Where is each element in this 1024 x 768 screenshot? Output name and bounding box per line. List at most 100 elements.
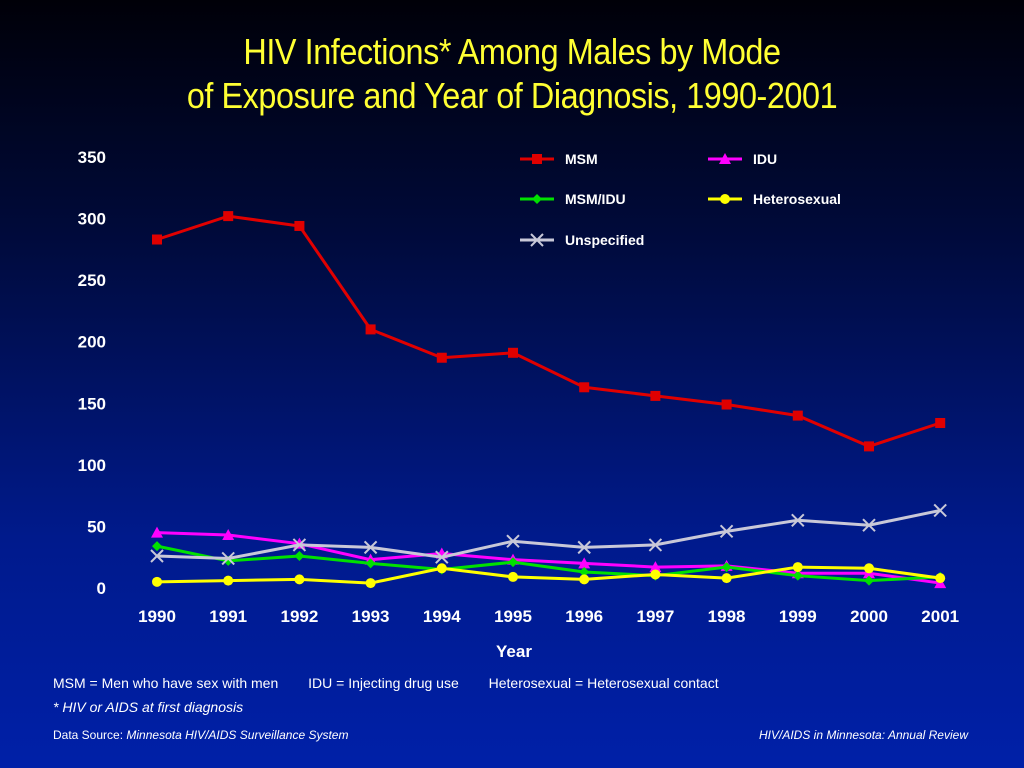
- x-tick-label: 1997: [636, 607, 674, 626]
- data-point-heterosexual: [721, 573, 732, 584]
- data-point-msm: [721, 399, 732, 410]
- data-point-unspecified: [150, 549, 164, 563]
- data-point-unspecified: [862, 518, 876, 532]
- x-axis-label: Year: [496, 642, 532, 661]
- data-point-msm-idu: [721, 562, 732, 573]
- series-heterosexual: [152, 562, 946, 589]
- data-point-unspecified: [292, 538, 307, 552]
- series-unspecified: [150, 503, 947, 566]
- x-tick-label: 1999: [779, 607, 817, 626]
- data-point-heterosexual: [792, 562, 803, 573]
- legend-marker-unspecified: [530, 233, 544, 247]
- x-tick-label: 1990: [138, 607, 176, 626]
- legend-marker-idu: [719, 153, 731, 164]
- chart-title-line-1: HIV Infections* Among Males by Mode: [243, 31, 781, 72]
- x-tick-label: 1991: [209, 607, 247, 626]
- legend-label-heterosexual: Heterosexual: [753, 191, 841, 207]
- data-point-idu: [222, 529, 235, 541]
- chart-title: HIV Infections* Among Males by Mode of E…: [51, 30, 973, 118]
- data-point-msm-idu: [508, 557, 518, 568]
- data-point-heterosexual: [152, 576, 162, 587]
- data-point-msm: [294, 220, 305, 231]
- series-line-unspecified: [156, 508, 941, 560]
- series-msm: [152, 211, 946, 452]
- legend-item-unspecified: Unspecified: [520, 232, 644, 248]
- data-point-heterosexual: [650, 569, 661, 580]
- data-point-msm-idu: [152, 541, 162, 552]
- legend-marker-heterosexual: [720, 194, 730, 204]
- y-tick-label: 350: [78, 148, 106, 167]
- data-point-msm: [508, 347, 518, 358]
- legend-label-unspecified: Unspecified: [565, 232, 644, 248]
- data-point-msm: [579, 382, 590, 393]
- data-point-msm: [152, 234, 162, 245]
- data-point-unspecified: [933, 503, 947, 518]
- legend-marker-msm-idu: [532, 194, 542, 204]
- x-tick-label: 1994: [423, 607, 461, 626]
- y-tick-label: 0: [97, 579, 106, 598]
- x-tick-label: 1998: [708, 607, 746, 626]
- data-point-heterosexual: [508, 571, 518, 582]
- x-tick-label: 1995: [494, 607, 532, 626]
- data-point-msm: [223, 211, 234, 222]
- data-point-idu: [649, 561, 662, 573]
- data-point-heterosexual: [935, 573, 946, 584]
- legend: MSM IDU MSM/IDU Heterosexual Unspecified: [520, 151, 841, 248]
- y-tick-label: 300: [78, 210, 106, 229]
- data-point-msm-idu: [365, 558, 376, 569]
- data-point-heterosexual: [864, 563, 874, 574]
- y-tick-label: 150: [78, 394, 106, 413]
- data-point-msm: [792, 410, 803, 421]
- y-tick-label: 200: [78, 333, 106, 352]
- data-point-heterosexual: [365, 578, 376, 589]
- data-point-unspecified: [363, 540, 378, 555]
- data-point-msm: [650, 390, 661, 401]
- x-tick-label: 2000: [850, 607, 888, 626]
- x-axis: 1990 1991 1992 1993 1994 1995 1996 1997 1998 1999…: [138, 607, 959, 626]
- data-point-unspecified: [577, 540, 591, 555]
- data-point-msm: [365, 324, 376, 335]
- data-point-unspecified: [221, 551, 235, 566]
- y-tick-label: 250: [78, 271, 106, 290]
- x-tick-label: 2001: [921, 607, 959, 626]
- data-point-unspecified: [506, 534, 520, 548]
- y-axis: 0 50 100 150 200 250 300 350: [78, 148, 106, 598]
- x-tick-label: 1992: [280, 607, 318, 626]
- legend-label-msm-idu: MSM/IDU: [565, 191, 626, 207]
- data-point-msm: [935, 417, 946, 428]
- footnote-msm: MSM = Men who have sex with men: [53, 675, 279, 691]
- abbreviation-footnote: MSM = Men who have sex with men IDU = In…: [53, 675, 745, 691]
- data-source: Data Source: Minnesota HIV/AIDS Surveill…: [53, 728, 348, 742]
- footnote-asterisk: * HIV or AIDS at first diagnosis: [53, 699, 244, 715]
- data-point-msm-idu: [294, 550, 305, 561]
- data-point-msm-idu: [864, 575, 874, 586]
- series-line-idu: [156, 531, 941, 585]
- legend-item-idu: IDU: [708, 151, 777, 167]
- y-tick-label: 100: [78, 456, 106, 475]
- data-source-label: Data Source:: [53, 728, 124, 742]
- data-point-idu: [151, 526, 163, 538]
- x-tick-label: 1996: [565, 607, 603, 626]
- data-source-name: Minnesota HIV/AIDS Surveillance System: [126, 728, 349, 742]
- data-point-msm: [436, 352, 447, 363]
- legend-item-heterosexual: Heterosexual: [708, 191, 841, 207]
- data-point-heterosexual: [436, 563, 447, 574]
- legend-label-msm: MSM: [565, 151, 598, 167]
- data-point-unspecified: [435, 550, 449, 564]
- series-group: [150, 211, 947, 589]
- chart-title-line-2: of Exposure and Year of Diagnosis, 1990-…: [186, 75, 838, 116]
- data-point-msm-idu: [792, 570, 803, 581]
- data-point-unspecified: [648, 538, 663, 552]
- x-tick-label: 1993: [352, 607, 390, 626]
- legend-marker-msm: [532, 154, 542, 164]
- data-point-msm-idu: [579, 566, 590, 577]
- series-line-msm: [156, 214, 941, 448]
- y-tick-label: 50: [87, 517, 106, 536]
- data-point-heterosexual: [223, 575, 234, 586]
- legend-item-msm: MSM: [520, 151, 598, 167]
- publication-name: HIV/AIDS in Minnesota: Annual Review: [759, 728, 968, 742]
- legend-item-msm-idu: MSM/IDU: [520, 191, 626, 207]
- legend-label-idu: IDU: [753, 151, 777, 167]
- data-point-msm: [864, 441, 874, 452]
